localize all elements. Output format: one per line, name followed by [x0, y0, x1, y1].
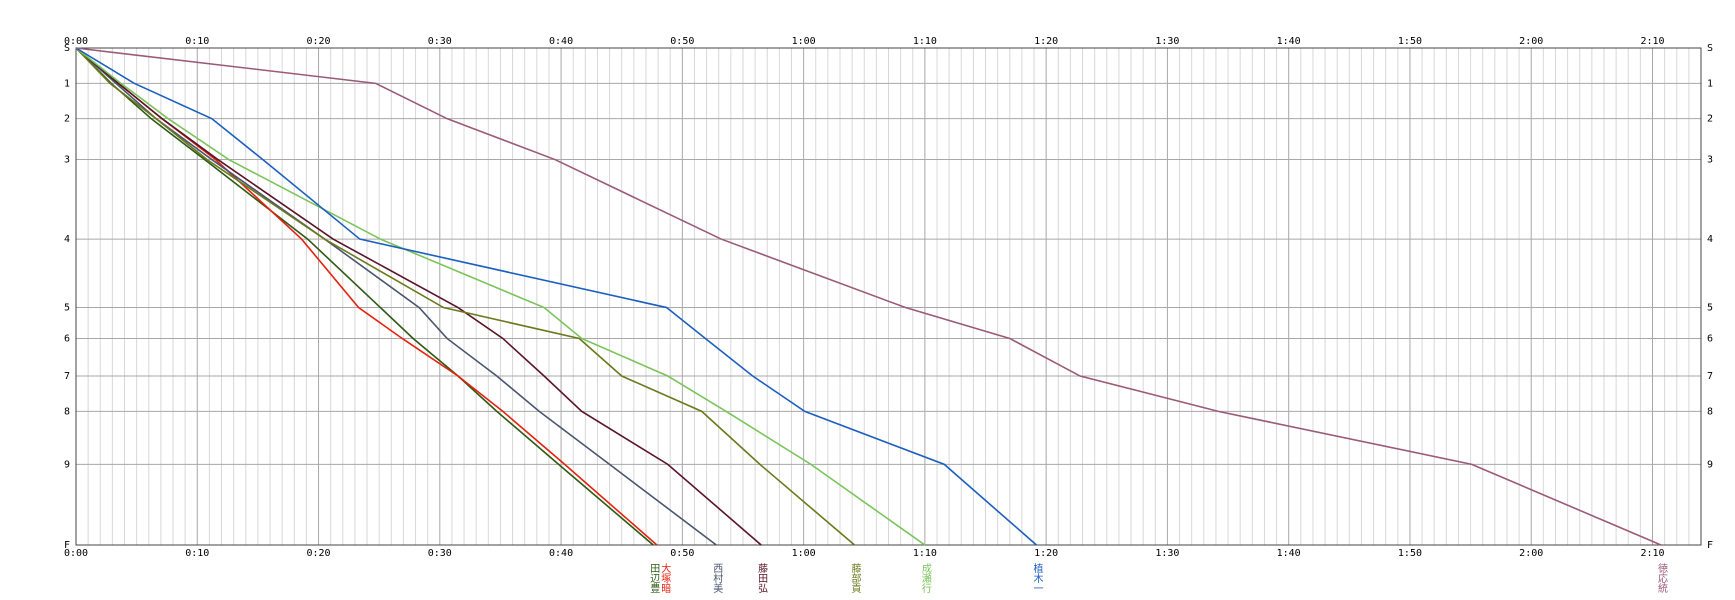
- x-tick-label-top: 0:20: [306, 36, 330, 47]
- runner-line: [75, 47, 717, 546]
- runner-name: 西村美: [711, 563, 723, 594]
- x-tick-label-top: 0:00: [64, 36, 88, 47]
- y-tick-label-left: 6: [64, 333, 70, 344]
- x-tick-label-top: 1:30: [1155, 36, 1179, 47]
- x-tick-label-bottom: 1:10: [913, 548, 937, 559]
- x-tick-label-top: 0:40: [549, 36, 573, 47]
- y-tick-label-left: 2: [64, 114, 70, 125]
- x-tick-label-bottom: 0:40: [549, 548, 573, 559]
- runner-name: 藤部貢: [849, 563, 861, 594]
- x-tick-label-bottom: 1:20: [1034, 548, 1058, 559]
- runner-line: [75, 47, 856, 546]
- runner-name: 徳応統: [1655, 562, 1667, 594]
- y-tick-label-left: 3: [64, 155, 70, 166]
- y-tick-label-right: 2: [1707, 114, 1713, 125]
- runner-line: [75, 47, 654, 546]
- y-tick-label-left: 4: [64, 234, 70, 245]
- y-tick-label-left: 7: [64, 371, 70, 382]
- x-tick-label-bottom: 0:50: [670, 548, 694, 559]
- x-tick-label-top: 2:10: [1640, 36, 1664, 47]
- x-tick-label-top: 1:10: [913, 36, 937, 47]
- x-tick-label-bottom: 0:00: [64, 548, 88, 559]
- y-tick-label-right: 1: [1707, 78, 1713, 89]
- y-tick-label-left: S: [64, 43, 70, 54]
- y-tick-label-left: 1: [64, 78, 70, 89]
- runner-line: [75, 47, 658, 546]
- x-tick-label-top: 1:20: [1034, 36, 1058, 47]
- runner-name: 大塚暗: [659, 562, 671, 594]
- x-tick-label-top: 0:50: [670, 36, 694, 47]
- runner-line: [75, 47, 1037, 546]
- x-tick-label-bottom: 1:00: [792, 548, 816, 559]
- y-tick-label-right: 3: [1707, 155, 1713, 166]
- x-tick-label-bottom: 1:40: [1277, 548, 1301, 559]
- runner-line: [75, 47, 1662, 546]
- runner-name: 藤田弘: [756, 563, 768, 594]
- x-tick-label-top: 1:40: [1277, 36, 1301, 47]
- runner-line: [75, 47, 762, 546]
- y-tick-label-right: F: [1707, 540, 1713, 551]
- y-tick-label-right: 8: [1707, 406, 1713, 417]
- x-tick-label-top: 1:50: [1398, 36, 1422, 47]
- x-tick-label-bottom: 2:10: [1640, 548, 1664, 559]
- runner-name: 田辺豊: [648, 563, 660, 593]
- y-tick-label-right: 6: [1707, 333, 1713, 344]
- y-tick-label-right: 9: [1707, 459, 1713, 470]
- x-tick-label-top: 2:00: [1519, 36, 1543, 47]
- x-tick-label-bottom: 2:00: [1519, 548, 1543, 559]
- y-tick-label-right: S: [1707, 43, 1713, 54]
- y-tick-label-left: 5: [64, 303, 70, 314]
- runner-name: 成瀬行: [919, 563, 931, 594]
- runner-name: 植木一: [1031, 562, 1043, 593]
- y-tick-label-left: 8: [64, 406, 70, 417]
- x-tick-label-bottom: 1:30: [1155, 548, 1179, 559]
- y-tick-label-right: 4: [1707, 234, 1713, 245]
- x-tick-label-bottom: 0:20: [306, 548, 330, 559]
- y-tick-label-right: 7: [1707, 371, 1713, 382]
- y-tick-label-left: 9: [64, 459, 70, 470]
- x-tick-label-bottom: 0:30: [428, 548, 452, 559]
- runner-line: [75, 47, 926, 546]
- x-tick-label-top: 1:00: [792, 36, 816, 47]
- x-tick-label-top: 0:30: [428, 36, 452, 47]
- plot-frame: [75, 47, 1702, 546]
- y-tick-label-left: F: [64, 540, 70, 551]
- x-tick-label-bottom: 0:10: [185, 548, 209, 559]
- x-tick-label-top: 0:10: [185, 36, 209, 47]
- y-tick-label-right: 5: [1707, 303, 1713, 314]
- x-tick-label-bottom: 1:50: [1398, 548, 1422, 559]
